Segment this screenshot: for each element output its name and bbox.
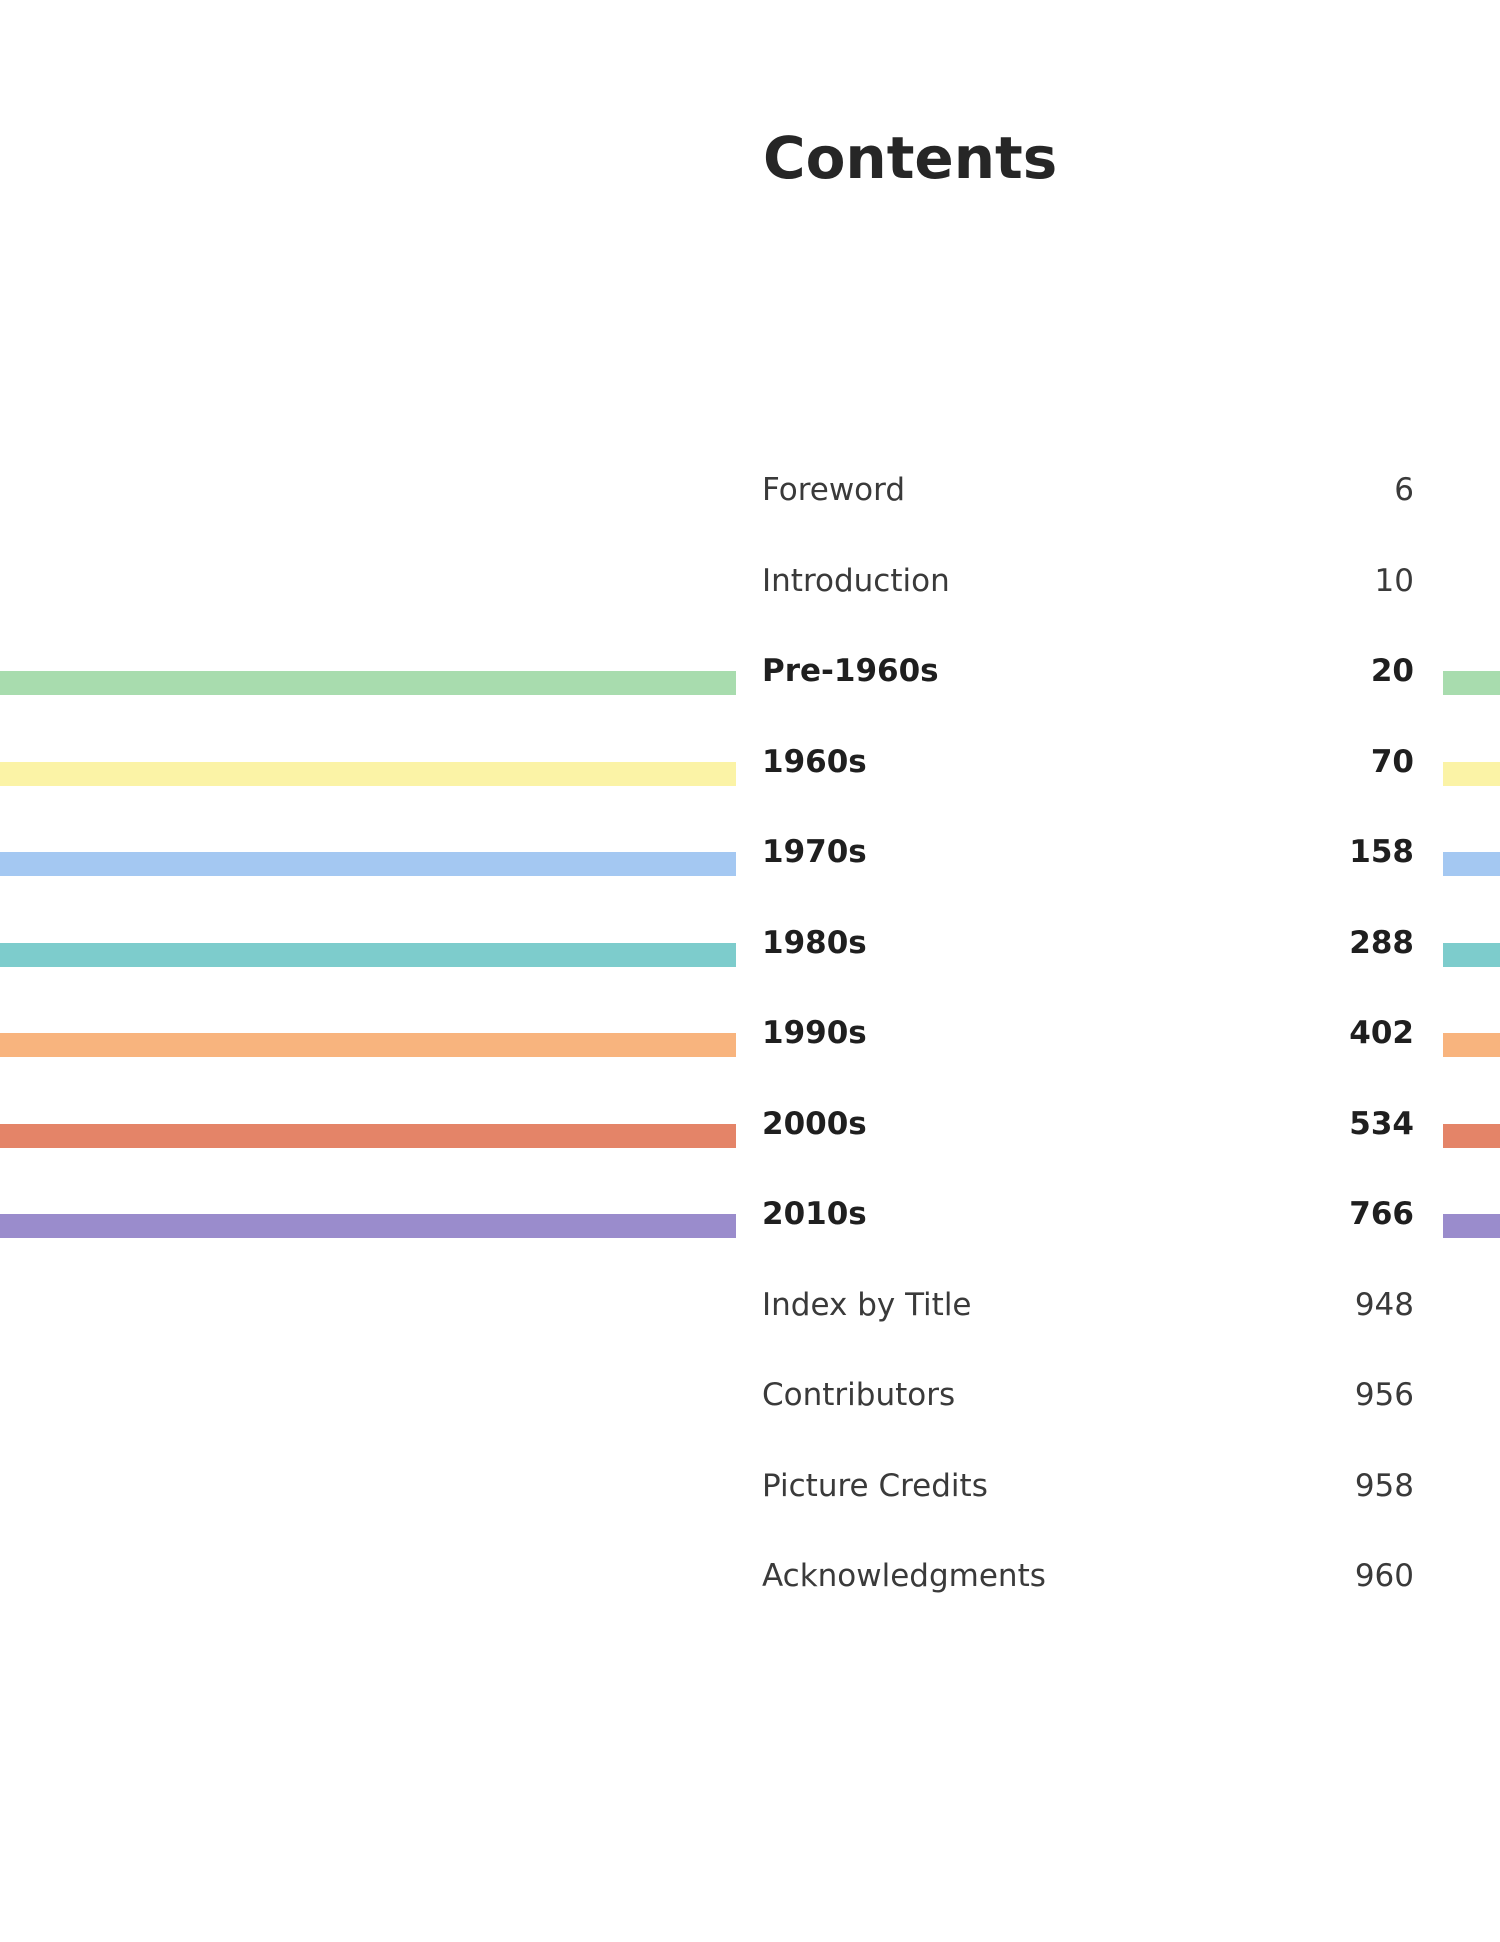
decade-color-bar	[0, 942, 736, 967]
toc-entry-label: Index by Title	[762, 1286, 972, 1323]
toc-entry-label: Pre-1960s	[762, 653, 939, 689]
toc-entry-label: Picture Credits	[762, 1467, 988, 1504]
toc-entry-page-number: 158	[1349, 834, 1414, 870]
decade-color-bar	[0, 1033, 736, 1057]
toc-entry[interactable]: Picture Credits 958	[762, 1466, 1414, 1557]
decade-color-tab	[1443, 852, 1500, 876]
toc-entry[interactable]: 2000s 534	[0, 1104, 1500, 1195]
toc-entry[interactable]: 1990s 402	[0, 1013, 1500, 1104]
toc-entry-label: Foreword	[762, 472, 906, 508]
decade-color-bar	[0, 671, 736, 695]
toc-entry-page-number: 960	[1354, 1558, 1414, 1594]
toc-entry-page-number: 288	[1349, 924, 1414, 961]
toc-entry-page-number: 956	[1354, 1377, 1414, 1413]
decade-color-tab	[1443, 1123, 1500, 1148]
decade-color-bar	[0, 761, 736, 786]
toc-entry[interactable]: Contributors 956	[762, 1375, 1414, 1466]
toc-entry[interactable]: 1970s 158	[0, 832, 1500, 923]
toc-entry-page-number: 948	[1354, 1286, 1414, 1323]
toc-entry[interactable]: Introduction 10	[762, 561, 1414, 652]
toc-entry[interactable]: 1960s 70	[0, 742, 1500, 833]
toc-entry[interactable]: Acknowledgments 960	[762, 1556, 1414, 1647]
decade-color-tab	[1443, 942, 1500, 967]
decade-color-tab	[1443, 1214, 1500, 1238]
toc-entry[interactable]: Pre-1960s 20	[0, 651, 1500, 742]
toc-entry-page-number: 534	[1349, 1105, 1414, 1142]
page-title: Contents	[763, 124, 1058, 192]
toc-entry-page-number: 20	[1370, 653, 1414, 689]
toc-entry-label: 1980s	[762, 924, 867, 961]
toc-entry-label: 2000s	[762, 1105, 867, 1142]
decade-color-tab	[1443, 671, 1500, 695]
table-of-contents: Foreword 6 Introduction 10 Pre-1960s 20 1960s 7…	[0, 470, 1500, 1647]
toc-entry[interactable]: Foreword 6	[762, 470, 1414, 561]
decade-color-tab	[1443, 761, 1500, 786]
toc-entry[interactable]: Index by Title 948	[762, 1285, 1414, 1376]
toc-entry-page-number: 402	[1349, 1015, 1414, 1051]
toc-entry[interactable]: 1980s 288	[0, 923, 1500, 1014]
toc-entry-label: 2010s	[762, 1196, 867, 1232]
toc-entry-page-number: 70	[1370, 743, 1414, 780]
toc-entry-label: Introduction	[762, 562, 950, 599]
decade-color-bar	[0, 852, 736, 876]
decade-color-bar	[0, 1214, 736, 1238]
toc-entry-page-number: 6	[1394, 472, 1414, 508]
toc-entry-page-number: 958	[1354, 1467, 1414, 1504]
toc-entry-label: Acknowledgments	[762, 1558, 1046, 1594]
decade-color-tab	[1443, 1033, 1500, 1057]
toc-entry-page-number: 10	[1374, 562, 1414, 599]
toc-entry-page-number: 766	[1349, 1196, 1414, 1232]
toc-entry-label: 1960s	[762, 743, 867, 780]
toc-entry-label: 1970s	[762, 834, 867, 870]
toc-entry-label: Contributors	[762, 1377, 956, 1413]
toc-entry-label: 1990s	[762, 1015, 867, 1051]
toc-entry[interactable]: 2010s 766	[0, 1194, 1500, 1285]
decade-color-bar	[0, 1123, 736, 1148]
